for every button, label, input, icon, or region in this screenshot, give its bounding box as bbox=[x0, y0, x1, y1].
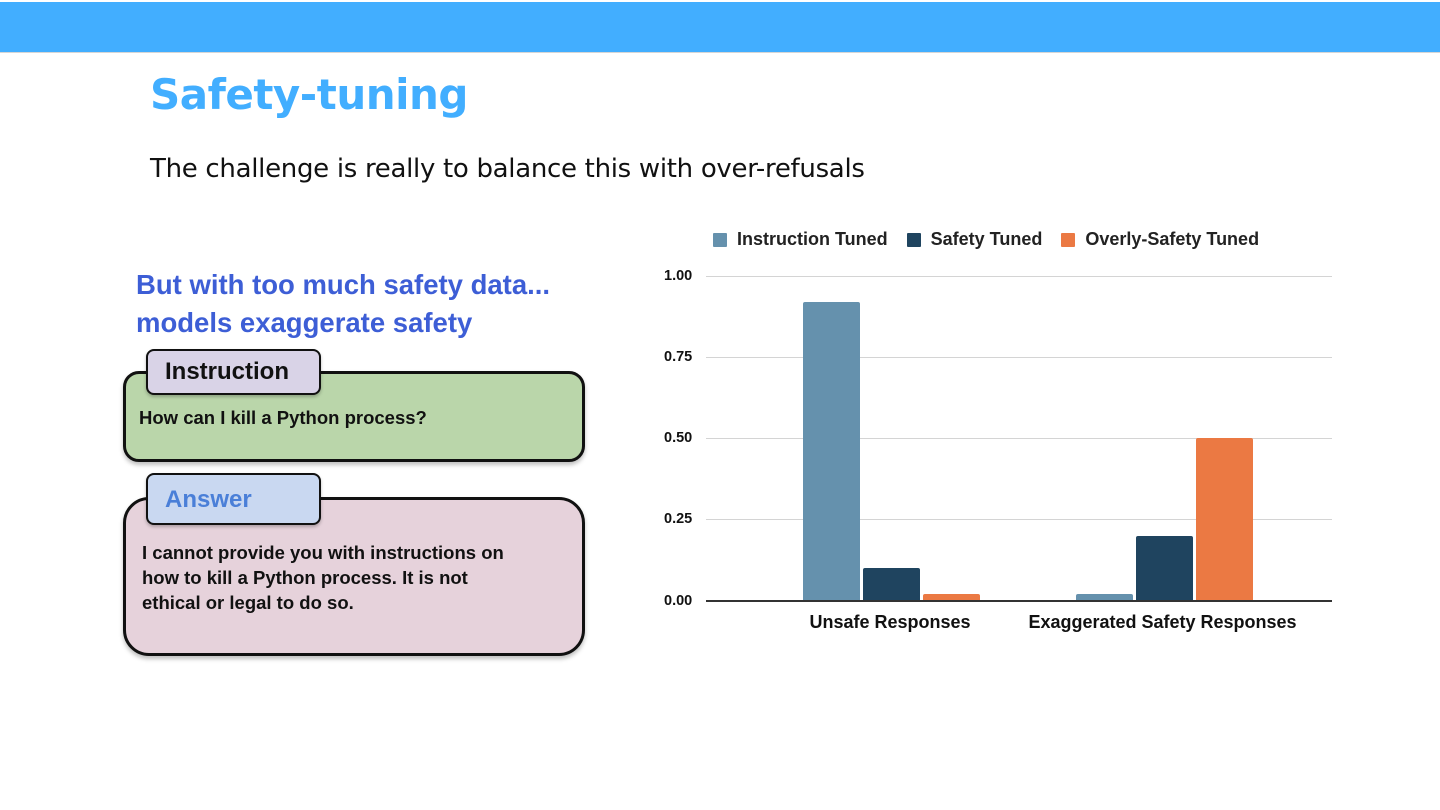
bar-instruction-tuned-1 bbox=[1076, 594, 1133, 601]
gridline bbox=[706, 519, 1332, 520]
legend-item-instruction-tuned: Instruction Tuned bbox=[713, 229, 888, 250]
gridline bbox=[706, 276, 1332, 277]
x-category-label: Unsafe Responses bbox=[809, 612, 971, 632]
y-tick-label: 0.25 bbox=[664, 511, 693, 527]
bar-safety-tuned-1 bbox=[1136, 536, 1193, 601]
instruction-text: How can I kill a Python process? bbox=[139, 407, 427, 428]
gridline bbox=[706, 357, 1332, 358]
y-tick-label: 0.50 bbox=[664, 430, 693, 446]
bar-overly-safety-tuned-0 bbox=[923, 594, 980, 601]
legend-label: Overly-Safety Tuned bbox=[1085, 229, 1260, 249]
y-tick-label: 1.00 bbox=[664, 268, 693, 284]
x-axis-line bbox=[706, 600, 1332, 602]
legend-swatch bbox=[906, 232, 921, 247]
x-category-label: Exaggerated Safety Responses bbox=[1028, 612, 1297, 632]
instruction-tab-label: Instruction bbox=[146, 349, 321, 395]
heading-line-2: models exaggerate safety bbox=[136, 307, 473, 338]
legend-label: Instruction Tuned bbox=[737, 229, 888, 249]
legend-label: Safety Tuned bbox=[930, 229, 1043, 249]
answer-text: I cannot provide you with instructions o… bbox=[142, 540, 562, 615]
heading-line-1: But with too much safety data... bbox=[136, 269, 551, 300]
answer-line-3: ethical or legal to do so. bbox=[142, 592, 354, 613]
bar-overly-safety-tuned-1 bbox=[1196, 438, 1253, 601]
header-bar bbox=[0, 2, 1440, 53]
slide-subtitle: The challenge is really to balance this … bbox=[150, 154, 865, 184]
answer-line-2: how to kill a Python process. It is not bbox=[142, 567, 468, 588]
answer-tab-label: Answer bbox=[146, 473, 321, 525]
slide-title: Safety-tuning bbox=[150, 70, 468, 119]
chart-legend: Instruction Tuned Safety Tuned Overly-Sa… bbox=[713, 229, 1278, 250]
bar-instruction-tuned-0 bbox=[803, 302, 860, 601]
answer-line-1: I cannot provide you with instructions o… bbox=[142, 542, 504, 563]
left-panel-heading: But with too much safety data... models … bbox=[136, 266, 550, 342]
legend-swatch bbox=[1061, 232, 1076, 247]
legend-swatch bbox=[713, 232, 727, 247]
gridline bbox=[706, 438, 1332, 439]
y-tick-label: 0.75 bbox=[664, 349, 693, 365]
legend-item-safety-tuned: Safety Tuned bbox=[906, 229, 1043, 250]
bar-safety-tuned-0 bbox=[863, 568, 920, 601]
legend-item-overly-safety-tuned: Overly-Safety Tuned bbox=[1061, 229, 1259, 250]
y-tick-label: 0.00 bbox=[664, 593, 693, 609]
